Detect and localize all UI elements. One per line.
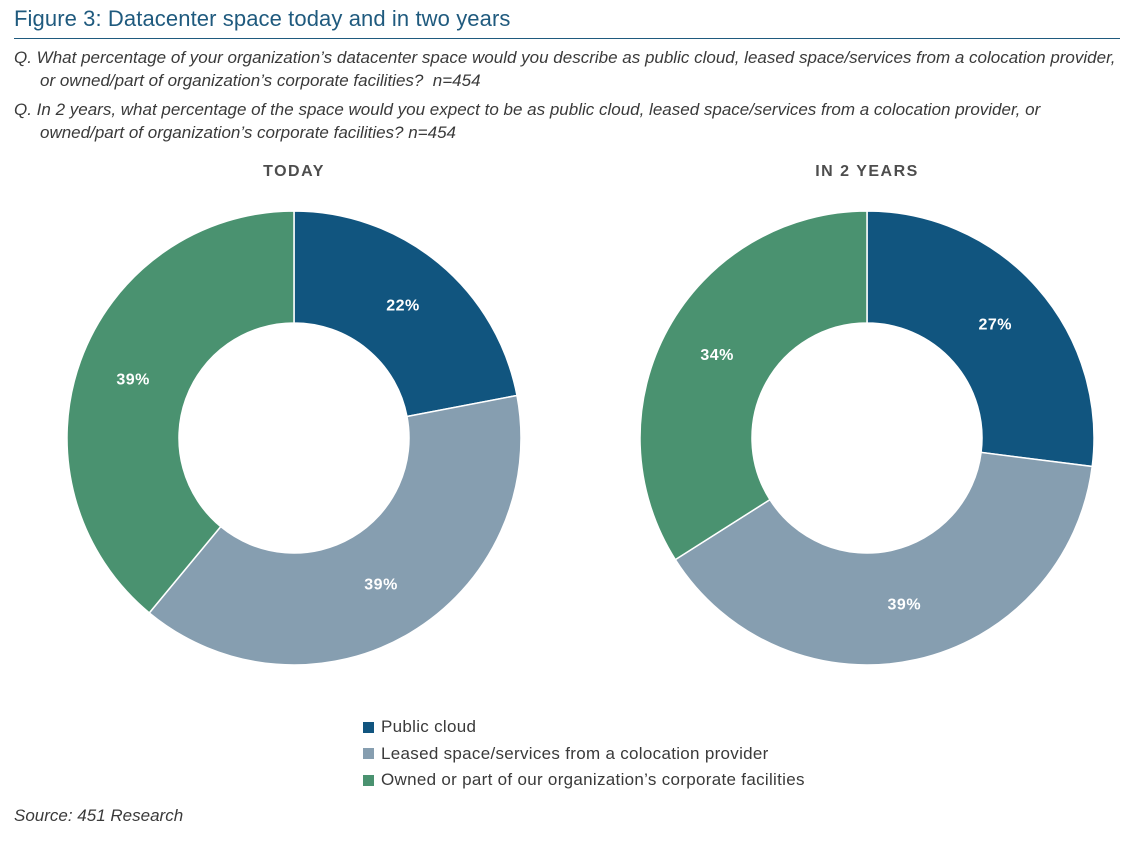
donut-slice-owned-facilities — [639, 210, 868, 561]
legend-swatch — [363, 748, 374, 760]
source-note: Source: 451 Research — [14, 806, 184, 825]
donut-data-label-owned-facilities: 39% — [116, 372, 150, 389]
donut-data-label-public-cloud: 22% — [386, 298, 420, 315]
donut-data-label-owned-facilities: 34% — [700, 347, 734, 364]
legend-swatch — [363, 774, 374, 786]
legend-item-public-cloud: Public cloud — [363, 714, 805, 741]
legend-swatch — [363, 721, 374, 733]
legend: Public cloud Leased space/services from … — [363, 714, 805, 794]
donut-slice-leased-space — [674, 451, 1094, 666]
donut-title-today: TODAY — [263, 163, 325, 180]
figure-title: Figure 3: Datacenter space today and in … — [14, 6, 511, 31]
legend-label: Leased space/services from a colocation … — [381, 743, 769, 763]
donut-chart-in-2-years: 27% 39% 34% — [639, 210, 1095, 666]
title-divider — [14, 38, 1120, 39]
donut-slice-public-cloud — [866, 210, 1095, 468]
legend-label: Owned or part of our organization’s corp… — [381, 770, 805, 790]
legend-item-owned-facilities: Owned or part of our organization’s corp… — [363, 767, 805, 794]
survey-question-2: Q. In 2 years, what percentage of the sp… — [14, 100, 1041, 142]
legend-label: Public cloud — [381, 717, 477, 737]
donut-title-in-2-years: IN 2 YEARS — [815, 163, 919, 180]
donut-data-label-leased-space: 39% — [888, 596, 922, 613]
legend-item-leased-space: Leased space/services from a colocation … — [363, 741, 805, 768]
donut-data-label-public-cloud: 27% — [979, 316, 1013, 333]
donut-slice-owned-facilities — [66, 210, 295, 614]
survey-question-1: Q. What percentage of your organization’… — [14, 48, 1116, 90]
donut-slice-public-cloud — [293, 210, 518, 418]
donut-chart-today: 22% 39% 39% — [66, 210, 522, 666]
donut-slice-leased-space — [148, 394, 522, 666]
donut-data-label-leased-space: 39% — [364, 577, 398, 594]
